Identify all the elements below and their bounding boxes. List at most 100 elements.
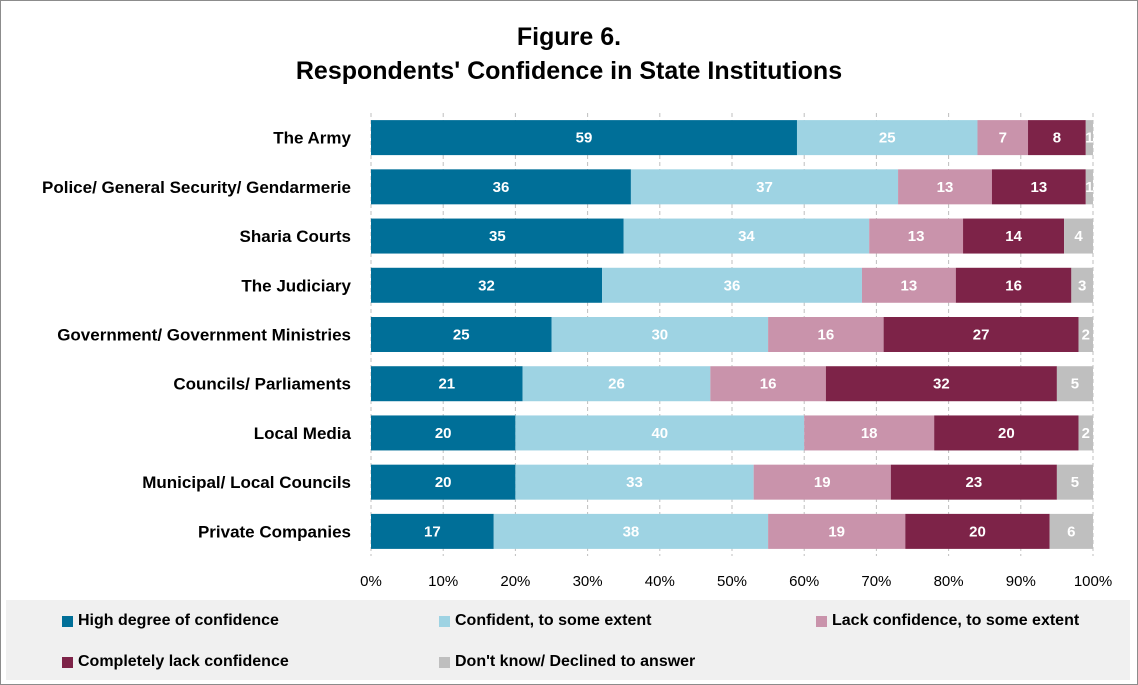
bar-segment (768, 513, 906, 549)
data-label: 32 (478, 277, 495, 294)
legend-label: Confident, to some extent (455, 612, 652, 629)
bar-segment (905, 513, 1050, 549)
bar-segment (602, 267, 862, 303)
bar-segment (515, 415, 805, 451)
x-tick-label: 30% (573, 573, 603, 590)
data-label: 19 (814, 474, 831, 491)
legend-swatch (62, 615, 73, 627)
bar-segment (371, 267, 603, 303)
data-label: 18 (861, 425, 878, 442)
legend-item: Confident, to some extent (439, 612, 651, 630)
bar-segment (1085, 169, 1093, 205)
x-tick-label: 80% (934, 573, 964, 590)
bar-segment (825, 366, 1057, 402)
bar-segment (1056, 366, 1093, 402)
bar-segment (890, 464, 1057, 500)
x-tick-label: 90% (1006, 573, 1036, 590)
data-label: 2 (1082, 425, 1090, 442)
x-tick-label: 10% (428, 573, 458, 590)
data-label: 37 (756, 179, 773, 196)
bar-segment (1056, 464, 1093, 500)
category-label: Government/ Government Ministries (57, 326, 351, 345)
data-label: 14 (1005, 228, 1022, 245)
data-label: 6 (1067, 523, 1075, 540)
bar-segment (1085, 120, 1093, 156)
bar-segment (1078, 317, 1093, 352)
data-label: 4 (1074, 228, 1083, 245)
data-label: 5 (1071, 376, 1079, 393)
legend-item: Don't know/ Declined to answer (439, 653, 695, 671)
bar-segment (371, 169, 631, 205)
data-label: 25 (453, 327, 470, 344)
bar-segment (371, 366, 523, 402)
bar-segment (861, 267, 956, 303)
data-label: 25 (879, 130, 896, 147)
chart-title: Figure 6. (516, 23, 622, 51)
bar-segment (768, 317, 884, 352)
bar-segment (1064, 218, 1093, 254)
bar-segment (963, 218, 1065, 254)
category-label: Local Media (254, 424, 352, 443)
bar-segment (1028, 120, 1086, 156)
data-label: 32 (933, 376, 950, 393)
bar-segment (710, 366, 826, 402)
data-label: 19 (828, 523, 845, 540)
category-label: Municipal/ Local Councils (142, 473, 351, 492)
bar-segment (934, 415, 1079, 451)
data-label: 16 (818, 327, 835, 344)
data-label: 26 (608, 376, 625, 393)
data-label: 1 (1085, 130, 1093, 147)
x-tick-label: 40% (645, 573, 675, 590)
bar-segment (371, 415, 516, 451)
data-label: 33 (626, 474, 643, 491)
legend-label: Lack confidence, to some extent (832, 612, 1080, 629)
data-label: 16 (1005, 277, 1022, 294)
legend-swatch (62, 656, 73, 668)
category-label: Private Companies (198, 522, 351, 541)
legend-label: Completely lack confidence (78, 653, 289, 670)
bar-segment (493, 513, 769, 549)
bar-segment (623, 218, 870, 254)
bar-segment (869, 218, 964, 254)
data-label: 3 (1078, 277, 1086, 294)
bar-segment (371, 464, 516, 500)
data-label: 59 (576, 130, 593, 147)
category-label: Sharia Courts (240, 227, 351, 246)
data-label: 7 (999, 130, 1007, 147)
data-label: 36 (724, 277, 741, 294)
data-label: 8 (1053, 130, 1061, 147)
data-label: 23 (966, 474, 983, 491)
data-label: 13 (937, 179, 954, 196)
category-label: Councils/ Parliaments (173, 375, 351, 394)
legend-item: Lack confidence, to some extent (816, 612, 1079, 630)
x-tick-label: 60% (789, 573, 819, 590)
bar-segment (371, 218, 624, 254)
x-tick-label: 50% (717, 573, 747, 590)
chart-subtitle: Respondents' Confidence in State Institu… (295, 57, 843, 85)
data-label: 5 (1071, 474, 1079, 491)
bar-segment (955, 267, 1072, 303)
x-tick-label: 20% (500, 573, 530, 590)
data-label: 2 (1082, 327, 1090, 344)
data-label: 21 (438, 376, 455, 393)
legend-swatch (439, 615, 450, 627)
legend-item: Completely lack confidence (62, 653, 289, 671)
data-label: 36 (493, 179, 510, 196)
bar-segment (630, 169, 899, 205)
data-label: 40 (651, 425, 668, 442)
bar-segment (515, 464, 754, 500)
legend-label: High degree of confidence (78, 612, 279, 629)
x-tick-label: 0% (360, 573, 382, 590)
bar-segment (371, 317, 552, 352)
bar-segment (551, 317, 769, 352)
bar-segment (883, 317, 1079, 352)
data-label: 13 (1031, 179, 1048, 196)
bar-segment (804, 415, 935, 451)
x-tick-label: 100% (1074, 573, 1112, 590)
data-label: 35 (489, 228, 506, 245)
bar-segment (522, 366, 711, 402)
stacked-bar-chart: 0% 10% 20% 30% 40% 50% 60% 70% 80% 90% 100% The Arm… (42, 113, 1112, 590)
bar-segment (753, 464, 891, 500)
x-tick-label: 70% (861, 573, 891, 590)
data-label: 1 (1085, 179, 1093, 196)
